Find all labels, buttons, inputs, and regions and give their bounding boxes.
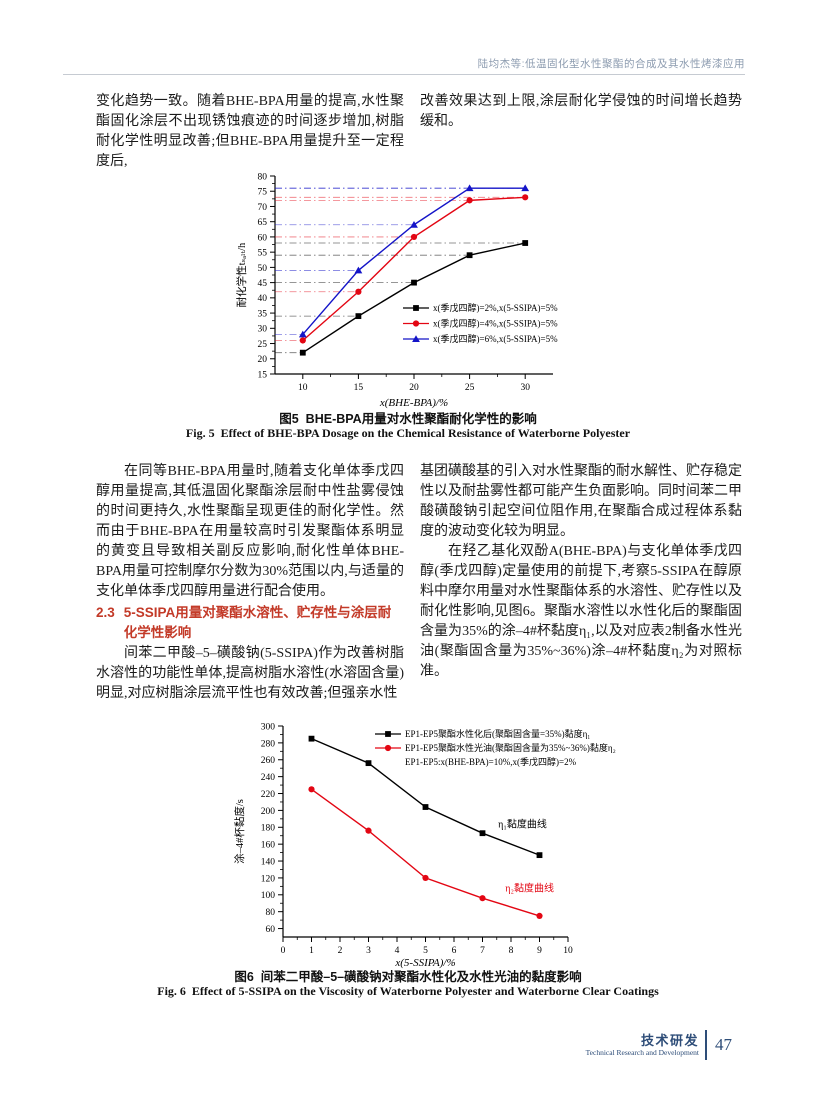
column-top-left: 变化趋势一致。随着BHE-BPA用量的提高,水性聚酯固化涂层不出现锈蚀痕迹的时间… [96, 92, 404, 172]
svg-text:280: 280 [261, 739, 276, 749]
svg-text:20: 20 [409, 383, 419, 393]
fig6-series-1 [308, 786, 543, 919]
svg-text:65: 65 [258, 218, 268, 228]
svg-text:35: 35 [258, 309, 268, 319]
x-axis-label: x(5-SSIPA)/% [394, 957, 455, 969]
svg-text:3: 3 [366, 946, 371, 956]
svg-text:9: 9 [537, 946, 542, 956]
svg-text:x(季戊四醇)=6%,x(5-SSIPA)=5%: x(季戊四醇)=6%,x(5-SSIPA)=5% [433, 333, 558, 344]
svg-text:60: 60 [258, 233, 268, 243]
fig5-legend: x(季戊四醇)=2%,x(5-SSIPA)=5% x(季戊四醇)=4%,x(5-S… [403, 302, 558, 344]
svg-text:80: 80 [266, 908, 276, 918]
svg-text:240: 240 [261, 773, 276, 783]
svg-text:5: 5 [423, 946, 428, 956]
curve-annotation: η₁黏度曲线 [498, 817, 547, 830]
svg-text:10: 10 [563, 946, 573, 956]
paragraph: 在同等BHE-BPA用量时,随着支化单体季戊四醇用量提高,其低温固化聚酯涂层耐中… [96, 464, 404, 599]
svg-text:160: 160 [261, 841, 276, 851]
figure5-chart: 15 20 25 30 35 40 45 50 55 60 65 70 75 80 10 15 20 25 30 x(… [195, 166, 615, 421]
svg-text:7: 7 [480, 946, 485, 956]
svg-text:x(季戊四醇)=2%,x(5-SSIPA)=5%: x(季戊四醇)=2%,x(5-SSIPA)=5% [433, 302, 558, 313]
svg-text:0: 0 [281, 946, 286, 956]
svg-text:10: 10 [298, 383, 308, 393]
column-mid-right: 基团磺酸基的引入对水性聚酯的耐水解性、贮存稳定性以及耐盐雾性都可能产生负面影响。… [420, 462, 742, 682]
svg-text:EP1-EP5聚酯水性化后(聚酯固含量=35%)黏度η₁: EP1-EP5聚酯水性化后(聚酯固含量=35%)黏度η₁ [405, 728, 590, 739]
paragraph: 间苯二甲酸–5–磺酸钠(5-SSIPA)作为改善树脂水溶性的功能性单体,提高树脂… [96, 646, 404, 701]
section-number: 2.3 [96, 605, 115, 620]
figure6-chart: 60 80 100 120 140 160 180 200 220 240 260 280 300 0 1 2… [223, 712, 663, 979]
curve-annotation: η₂黏度曲线 [505, 881, 554, 894]
svg-text:30: 30 [520, 383, 530, 393]
figure5-caption-en: Fig. 5 Effect of BHE-BPA Dosage on the C… [185, 426, 631, 440]
paragraph-continuation: 基团磺酸基的引入对水性聚酯的耐水解性、贮存稳定性以及耐盐雾性都可能产生负面影响。… [420, 464, 742, 539]
svg-text:140: 140 [261, 857, 276, 867]
section-title: 5-SSIPA用量对聚酯水溶性、贮存性与涂层耐化学性影响 [123, 605, 392, 640]
svg-text:1: 1 [309, 946, 314, 956]
svg-text:6: 6 [452, 946, 457, 956]
x-axis-label: x(BHE-BPA)/% [379, 397, 448, 409]
header-rule [63, 74, 745, 75]
svg-text:60: 60 [266, 925, 276, 935]
svg-text:15: 15 [258, 370, 268, 380]
svg-text:200: 200 [261, 807, 276, 817]
svg-text:2: 2 [338, 946, 343, 956]
y-axis-label: 涂–4#杯黏度/s [233, 799, 246, 864]
svg-text:EP1-EP5聚酯水性光油(聚酯固含量为35%~36%)黏度: EP1-EP5聚酯水性光油(聚酯固含量为35%~36%)黏度η₂ [405, 742, 616, 753]
paragraph-continuation: 变化趋势一致。随着BHE-BPA用量的提高,水性聚酯固化涂层不出现锈蚀痕迹的时间… [96, 94, 404, 169]
svg-text:15: 15 [354, 383, 364, 393]
axes: 60 80 100 120 140 160 180 200 220 240 260 280 300 0 1 2… [261, 722, 573, 956]
fig5-series-1 [299, 194, 529, 344]
svg-text:75: 75 [258, 188, 268, 198]
svg-text:80: 80 [258, 172, 268, 182]
svg-text:180: 180 [261, 824, 276, 834]
svg-text:25: 25 [258, 340, 268, 350]
footer-section-en: Technical Research and Development [585, 1047, 699, 1057]
svg-text:30: 30 [258, 325, 268, 335]
fig5-series-2 [298, 184, 530, 338]
column-top-right: 改善效果达到上限,涂层耐化学侵蚀的时间增长趋势缓和。 [420, 92, 742, 132]
fig6-legend: EP1-EP5聚酯水性化后(聚酯固含量=35%)黏度η₁ EP1-EP5聚酯水性光… [375, 728, 616, 767]
running-header: 陆均杰等:低温固化型水性聚酯的合成及其水性烤漆应用 [477, 58, 745, 70]
svg-text:70: 70 [258, 203, 268, 213]
svg-text:100: 100 [261, 891, 276, 901]
section-heading-2-3: 2.3 5-SSIPA用量对聚酯水溶性、贮存性与涂层耐化学性影响 [96, 603, 404, 643]
fig5-plot: 15 20 25 30 35 40 45 50 55 60 65 70 75 80 10 15 20 25 30 x(… [235, 172, 558, 409]
column-mid-left: 在同等BHE-BPA用量时,随着支化单体季戊四醇用量提高,其低温固化聚酯涂层耐中… [96, 462, 404, 704]
figure5-caption-cn: 图5 BHE-BPA用量对水性聚酯耐化学性的影响 [279, 412, 537, 426]
svg-text:8: 8 [509, 946, 514, 956]
axes: 15 20 25 30 35 40 45 50 55 60 65 70 75 80 10 15 20 25 30 [258, 172, 553, 393]
page-footer: 技术研发 Technical Research and Development … [586, 1030, 732, 1060]
svg-text:260: 260 [261, 756, 276, 766]
svg-text:55: 55 [258, 249, 268, 259]
svg-text:120: 120 [261, 874, 276, 884]
footer-divider [705, 1030, 707, 1060]
footer-section-labels: 技术研发 Technical Research and Development [586, 1033, 699, 1058]
svg-text:25: 25 [465, 383, 475, 393]
svg-text:EP1-EP5:x(BHE-BPA)=10%,x(季戊四醇): EP1-EP5:x(BHE-BPA)=10%,x(季戊四醇)=2% [405, 756, 577, 767]
paragraph: 在羟乙基化双酚A(BHE-BPA)与支化单体季戊四醇(季戊四醇)定量使用的前提下… [420, 544, 742, 679]
svg-text:x(季戊四醇)=4%,x(5-SSIPA)=5%: x(季戊四醇)=4%,x(5-SSIPA)=5% [433, 318, 558, 329]
page-number: 47 [715, 1035, 732, 1054]
figure6-caption-cn: 图6 间苯二甲酸–5–磺酸钠对聚酯水性化及水性光油的黏度影响 [234, 970, 582, 984]
y-axis-label: 耐化学性tₛₐₗₜ/h [235, 242, 248, 307]
svg-text:40: 40 [258, 294, 268, 304]
fig6-plot: 60 80 100 120 140 160 180 200 220 240 260 280 300 0 1 2… [233, 722, 616, 969]
svg-text:45: 45 [258, 279, 268, 289]
paragraph-continuation: 改善效果达到上限,涂层耐化学侵蚀的时间增长趋势缓和。 [420, 94, 742, 129]
svg-text:220: 220 [261, 790, 276, 800]
figure6-caption-en: Fig. 6 Effect of 5-SSIPA on the Viscosit… [157, 984, 659, 998]
fig6-series-0 [308, 735, 543, 859]
fig5-series-0 [299, 240, 529, 356]
svg-text:300: 300 [261, 722, 276, 732]
footer-section-cn: 技术研发 [640, 1032, 699, 1048]
svg-text:50: 50 [258, 264, 268, 274]
svg-text:4: 4 [395, 946, 400, 956]
svg-text:20: 20 [258, 355, 268, 365]
